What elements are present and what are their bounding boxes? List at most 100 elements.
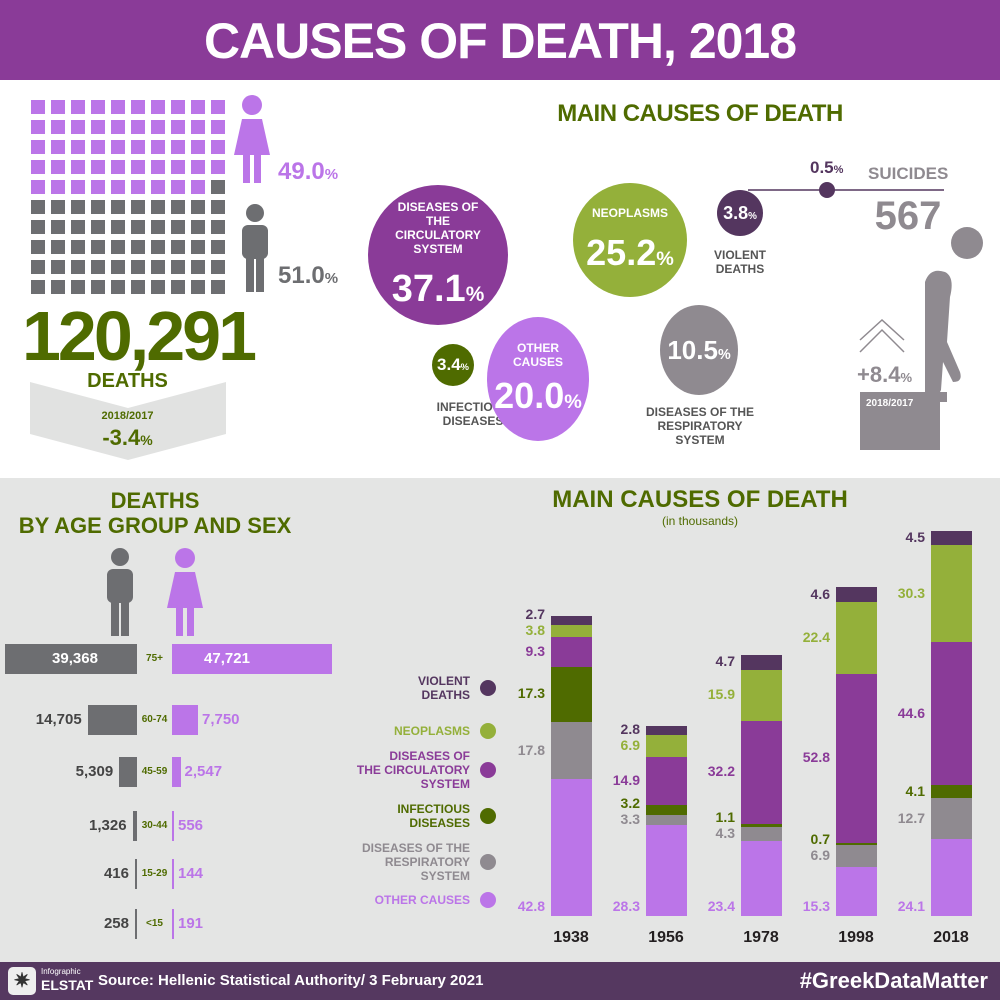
- waffle-square: [171, 140, 185, 154]
- waffle-square: [51, 160, 65, 174]
- waffle-square: [151, 280, 165, 294]
- female-value: 191: [178, 915, 204, 932]
- waffle-square: [91, 260, 105, 274]
- deaths-label: DEATHS: [87, 370, 168, 392]
- waffle-square: [171, 100, 185, 114]
- waffle-square: [51, 180, 65, 194]
- male-value: 416: [103, 865, 129, 882]
- bar-value-label: 44.6: [897, 704, 925, 721]
- waffle-square: [51, 220, 65, 234]
- waffle-square: [31, 260, 45, 274]
- waffle-square: [191, 160, 205, 174]
- waffle-square: [171, 280, 185, 294]
- bar-value-label: 30.3: [897, 584, 925, 601]
- waffle-square: [31, 160, 45, 174]
- waffle-square: [31, 100, 45, 114]
- other-value: 20.0%: [494, 375, 582, 416]
- waffle-square: [131, 240, 145, 254]
- circulatory-value: 37.1%: [391, 267, 485, 310]
- male-bar: [132, 811, 137, 841]
- waffle-square: [71, 180, 85, 194]
- waffle-square: [111, 120, 125, 134]
- legend-dot: [480, 854, 496, 870]
- respiratory-label: DISEASES OF THE RESPIRATORY SYSTEM: [645, 405, 755, 447]
- bar-value-label: 4.3: [715, 825, 735, 842]
- waffle-square: [191, 120, 205, 134]
- waffle-square: [171, 180, 185, 194]
- legend-label: VIOLENT DEATHS: [417, 674, 470, 702]
- waffle-square: [151, 220, 165, 234]
- male-value: 5,309: [75, 763, 114, 780]
- male-value: 258: [103, 915, 129, 932]
- bar-value-label: 15.3: [802, 898, 830, 914]
- waffle-square: [151, 180, 165, 194]
- waffle-square: [71, 120, 85, 134]
- age-group-label: 75+: [146, 653, 163, 664]
- waffle-square: [211, 160, 225, 174]
- male-bar: [5, 644, 137, 674]
- female-bar: [172, 909, 174, 939]
- waffle-square: [191, 220, 205, 234]
- neoplasms-label: NEOPLASMS: [591, 206, 668, 220]
- waffle-square: [171, 120, 185, 134]
- waffle-square: [131, 280, 145, 294]
- bar-value-label: 0.7: [810, 831, 830, 847]
- year-label: 1978: [743, 929, 779, 946]
- bar-segment-other: [646, 825, 687, 916]
- waffle-square: [131, 260, 145, 274]
- legend-dot: [480, 808, 496, 824]
- suicide-figure: [859, 227, 983, 450]
- legend-dot: [480, 723, 496, 739]
- waffle-square: [131, 220, 145, 234]
- waffle-square: [191, 180, 205, 194]
- waffle-square: [111, 160, 125, 174]
- waffle-square: [211, 200, 225, 214]
- bar-segment-infectious: [741, 823, 782, 828]
- female-bar: [172, 757, 181, 787]
- bar-segment-infectious: [836, 842, 877, 845]
- waffle-square: [31, 240, 45, 254]
- legend-label: INFECTIOUS DISEASES: [397, 802, 470, 830]
- waffle-square: [151, 100, 165, 114]
- bar-segment-circulatory: [646, 756, 687, 805]
- main-causes-title: MAIN CAUSES OF DEATH: [557, 100, 843, 127]
- legend-dot: [480, 680, 496, 696]
- suicides-label: SUICIDES: [868, 164, 949, 183]
- waffle-square: [71, 240, 85, 254]
- waffle-square: [111, 200, 125, 214]
- age-group-label: 15-29: [141, 868, 168, 879]
- bar-segment-neoplasms: [741, 669, 782, 721]
- waffle-square: [211, 240, 225, 254]
- bar-value-label: 3.8: [525, 621, 545, 638]
- female-value: 47,721: [204, 650, 250, 667]
- logo-bottom-text: ELSTAT: [41, 977, 94, 993]
- chart-title: MAIN CAUSES OF DEATH: [552, 486, 848, 513]
- bar-segment-other: [931, 838, 972, 916]
- elstat-logo-icon: ✷: [8, 967, 36, 995]
- age-group-label: 60-74: [141, 714, 168, 725]
- year-label: 1998: [838, 929, 874, 946]
- waffle-square: [151, 200, 165, 214]
- waffle-square: [211, 280, 225, 294]
- female-icon: [234, 95, 270, 183]
- waffle-square: [131, 140, 145, 154]
- waffle-square: [71, 140, 85, 154]
- neoplasms-circle: NEOPLASMS 25.2%: [573, 183, 687, 297]
- age-female-icon: [167, 548, 203, 636]
- bar-segment-other: [741, 841, 782, 916]
- bar-value-label: 1.1: [715, 809, 735, 826]
- waffle-square: [211, 120, 225, 134]
- waffle-square: [171, 260, 185, 274]
- bar-value-label: 52.8: [802, 749, 830, 766]
- waffle-square: [71, 160, 85, 174]
- age-group-label: 30-44: [141, 820, 168, 831]
- infectious-value: 3.4%: [437, 355, 469, 374]
- footer: ✷ Infographic ELSTAT Source: Hellenic St…: [0, 962, 1000, 1000]
- waffle-square: [91, 240, 105, 254]
- waffle-square: [51, 240, 65, 254]
- hashtag: #GreekDataMatter: [799, 968, 988, 993]
- waffle-square: [171, 160, 185, 174]
- bar-value-label: 6.9: [810, 847, 830, 863]
- waffle-square: [131, 160, 145, 174]
- bar-value-label: 3.2: [620, 795, 640, 812]
